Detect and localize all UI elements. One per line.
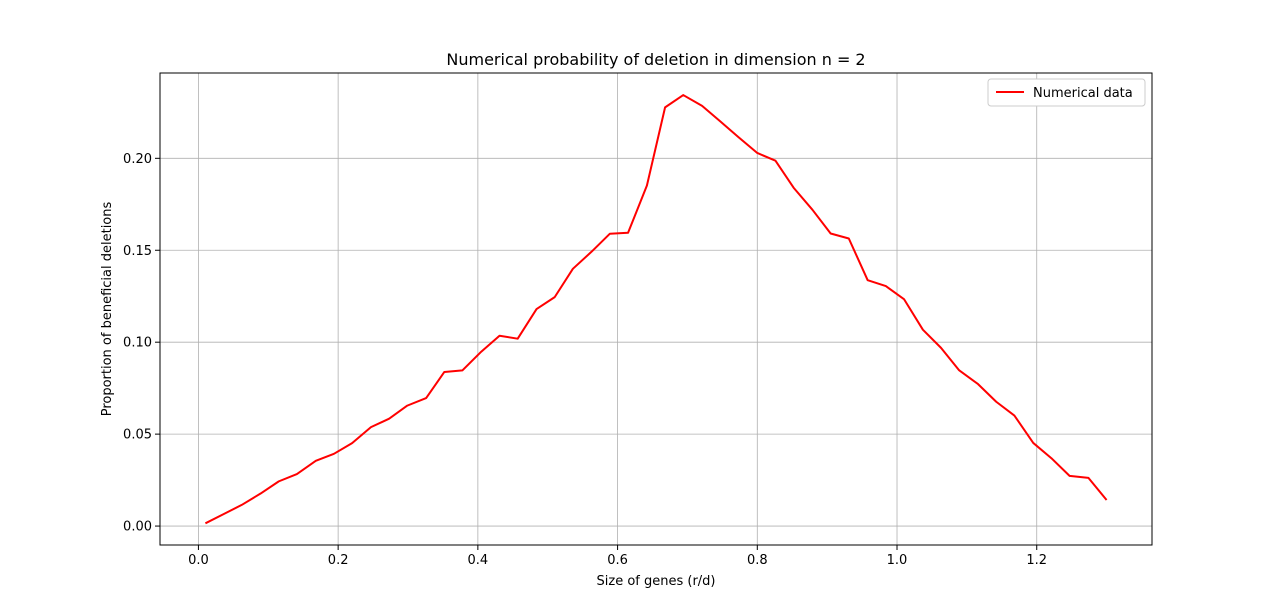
x-tick-label: 0.4: [468, 553, 489, 568]
axes-frame: [159, 72, 1153, 546]
x-tick-label: 0.2: [328, 553, 349, 568]
legend-label: Numerical data: [1033, 86, 1133, 101]
y-axis-label: Proportion of beneficial deletions: [100, 202, 115, 417]
x-axis-label: Size of genes (r/d): [597, 574, 716, 589]
chart-title: Numerical probability of deletion in dim…: [446, 50, 865, 69]
legend: Numerical data: [987, 78, 1146, 107]
x-tick-label: 0.6: [607, 553, 628, 568]
plot-area: [204, 94, 1108, 525]
x-tick-label: 0.0: [188, 553, 209, 568]
y-tick-label: 0.00: [123, 520, 152, 535]
y-tick-label: 0.15: [123, 244, 152, 259]
grid-lines: [160, 73, 1152, 545]
y-tick-label: 0.10: [123, 336, 152, 351]
x-tick-label: 0.8: [747, 553, 768, 568]
x-axis: 0.0 0.2 0.4 0.6 0.8 1.0 1.2: [188, 545, 1047, 568]
x-tick-label: 1.0: [887, 553, 908, 568]
y-tick-label: 0.05: [123, 428, 152, 443]
x-tick-label: 1.2: [1026, 553, 1047, 568]
y-tick-label: 0.20: [123, 152, 152, 167]
series-line: [204, 94, 1108, 525]
y-axis: 0.00 0.05 0.10 0.15 0.20: [123, 152, 160, 535]
legend-box: [987, 78, 1146, 107]
